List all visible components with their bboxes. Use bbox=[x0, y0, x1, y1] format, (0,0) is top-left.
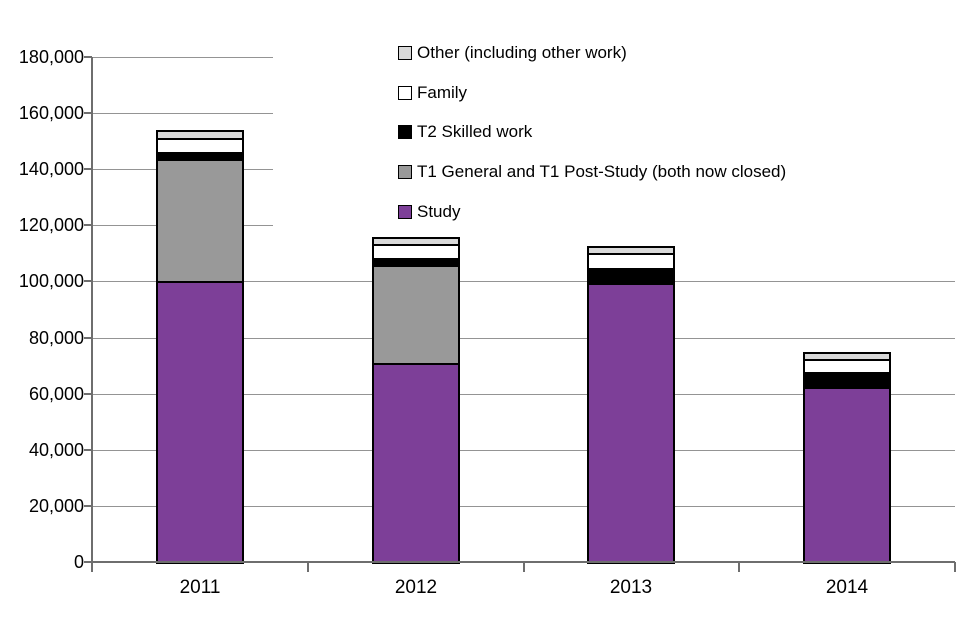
y-axis-tick-label: 160,000 bbox=[18, 103, 84, 123]
y-axis-tick-label: 20,000 bbox=[28, 496, 84, 516]
y-axis-tick-mark bbox=[84, 112, 92, 114]
legend-swatch-family-icon bbox=[398, 86, 412, 100]
gridline-60000 bbox=[92, 394, 955, 395]
bar-2013-segment-other-including-other-work bbox=[587, 246, 675, 255]
y-axis-tick-mark bbox=[84, 505, 92, 507]
x-axis-tick-mark bbox=[523, 562, 525, 572]
y-axis-line bbox=[91, 57, 93, 572]
bar-2014-segment-family bbox=[803, 359, 891, 374]
x-axis-tick-mark bbox=[954, 562, 956, 572]
bar-2012-segment-study bbox=[372, 363, 460, 564]
legend-item-other-including-other-work: Other (including other work) bbox=[398, 43, 627, 63]
y-axis-tick-label: 100,000 bbox=[18, 271, 84, 291]
y-axis-tick-mark bbox=[84, 337, 92, 339]
gridline-40000 bbox=[92, 450, 955, 451]
y-axis-tick-label: 120,000 bbox=[18, 215, 84, 235]
x-axis-tick-mark bbox=[307, 562, 309, 572]
legend-swatch-other-including-other-work-icon bbox=[398, 46, 412, 60]
y-axis-tick-mark bbox=[84, 393, 92, 395]
y-axis-tick-label: 180,000 bbox=[18, 47, 84, 67]
y-axis-tick-mark bbox=[84, 280, 92, 282]
y-axis-tick-mark bbox=[84, 561, 92, 563]
bar-2012-segment-other-including-other-work bbox=[372, 237, 460, 246]
gridline-100000 bbox=[92, 281, 955, 282]
legend-item-study: Study bbox=[398, 202, 460, 222]
y-axis-tick-mark bbox=[84, 449, 92, 451]
x-axis-tick-mark bbox=[91, 562, 93, 572]
x-axis-label-2013: 2013 bbox=[609, 577, 653, 598]
x-axis-label-2014: 2014 bbox=[825, 577, 869, 598]
y-axis-tick-mark bbox=[84, 168, 92, 170]
legend-label: Study bbox=[417, 202, 461, 221]
y-axis-tick-mark bbox=[84, 56, 92, 58]
bar-2011-segment-other-including-other-work bbox=[156, 130, 244, 140]
bar-2014-segment-study bbox=[803, 387, 891, 564]
bar-2013-segment-family bbox=[587, 253, 675, 270]
legend-item-t2-skilled-work: T2 Skilled work bbox=[398, 122, 532, 142]
legend-swatch-t2-skilled-work-icon bbox=[398, 125, 412, 139]
bar-2011-segment-family bbox=[156, 138, 244, 154]
x-axis-label-2011: 2011 bbox=[179, 577, 221, 598]
y-axis-tick-label: 140,000 bbox=[18, 159, 84, 179]
bar-2011-segment-t1-general-and-t1-post-study-both-now-closed bbox=[156, 159, 244, 283]
legend-label: T2 Skilled work bbox=[417, 122, 533, 141]
legend-label: Other (including other work) bbox=[417, 43, 627, 62]
legend-item-family: Family bbox=[398, 83, 467, 103]
bar-2014-segment-other-including-other-work bbox=[803, 352, 891, 361]
bar-2011-segment-study bbox=[156, 281, 244, 564]
gridline-80000 bbox=[92, 338, 955, 339]
gridline-20000 bbox=[92, 506, 955, 507]
y-axis-tick-label: 60,000 bbox=[28, 384, 84, 404]
bar-2012-segment-family bbox=[372, 244, 460, 260]
bar-2013-segment-study bbox=[587, 283, 675, 564]
legend-label: Family bbox=[417, 83, 468, 102]
y-axis-tick-label: 80,000 bbox=[28, 328, 84, 348]
bar-2013-segment-t2-skilled-work bbox=[587, 269, 675, 285]
legend-label: T1 General and T1 Post-Study (both now c… bbox=[417, 162, 787, 181]
x-axis-tick-mark bbox=[738, 562, 740, 572]
x-axis-label-2012: 2012 bbox=[394, 577, 438, 598]
bar-2012-segment-t1-general-and-t1-post-study-both-now-closed bbox=[372, 265, 460, 365]
y-axis-tick-mark bbox=[84, 224, 92, 226]
legend: Other (including other work) Family T2 Ski… bbox=[273, 38, 958, 236]
y-axis-tick-label: 0 bbox=[73, 552, 84, 572]
legend-swatch-t1-general-and-t1-post-study-both-now-closed-icon bbox=[398, 165, 412, 179]
y-axis-tick-label: 40,000 bbox=[28, 440, 84, 460]
legend-item-t1-general-and-t1-post-study-both-now-closed: T1 General and T1 Post-Study (both now c… bbox=[398, 162, 786, 182]
legend-swatch-study-icon bbox=[398, 205, 412, 219]
